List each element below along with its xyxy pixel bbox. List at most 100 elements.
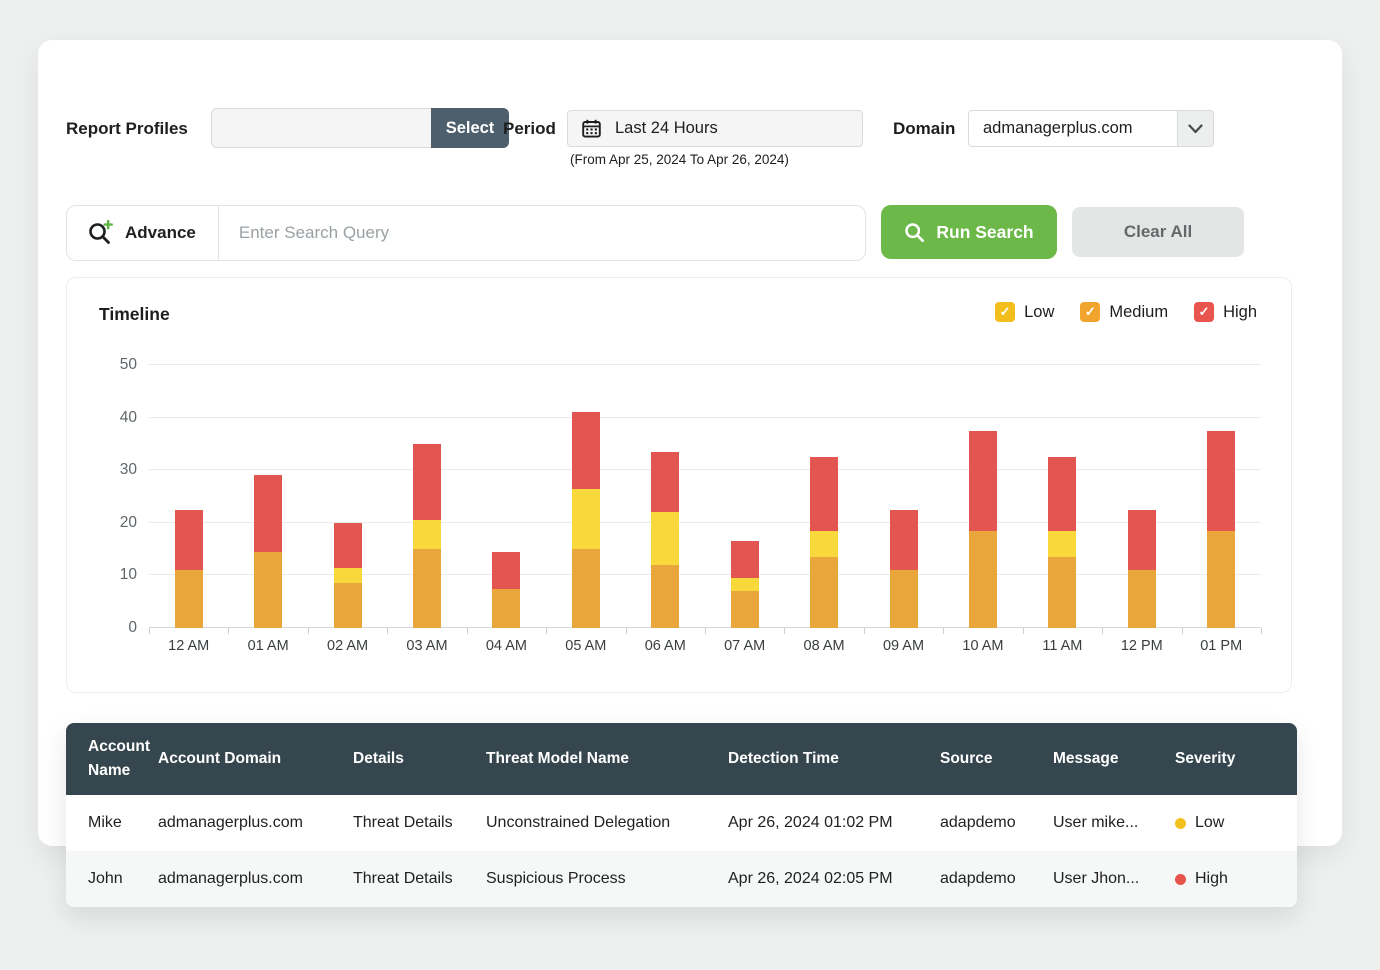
bar-segment-high[interactable] [810,457,838,531]
x-axis-label: 01 AM [228,638,307,654]
bar-segment-high[interactable] [1048,457,1076,531]
stacked-bar[interactable] [731,541,759,628]
stacked-bar[interactable] [651,452,679,628]
legend-label: High [1223,303,1257,322]
bar-segment-high[interactable] [731,541,759,578]
stacked-bar[interactable] [890,510,918,628]
column-header-severity: Severity [1175,737,1297,781]
bar-segment-high[interactable] [254,475,282,551]
domain-label: Domain [893,119,955,139]
domain-dropdown[interactable]: admanagerplus.com [968,110,1214,147]
x-axis-label: 05 AM [546,638,625,654]
bar-segment-medium[interactable] [1048,531,1076,557]
bar-segment-high[interactable] [413,444,441,520]
dashboard-page: Report Profiles Select Period Last 24 Ho… [0,0,1380,970]
bar-segment-low[interactable] [969,531,997,628]
search-query-input[interactable] [219,206,865,260]
timeline-title: Timeline [99,304,170,325]
run-search-label: Run Search [936,222,1033,243]
x-axis-label: 02 AM [308,638,387,654]
bar-segment-medium[interactable] [810,531,838,557]
column-header-detection-time: Detection Time [728,737,940,781]
run-search-button[interactable]: Run Search [881,205,1057,259]
bar-segment-high[interactable] [1128,510,1156,570]
bar-segment-low[interactable] [572,549,600,628]
bar-segment-low[interactable] [731,591,759,628]
report-profiles-label: Report Profiles [66,119,188,139]
period-field[interactable]: Last 24 Hours [567,110,863,147]
stacked-bar[interactable] [1048,457,1076,628]
bar-segment-low[interactable] [1128,570,1156,628]
checkbox-checked-icon[interactable]: ✓ [995,302,1015,322]
bar-segment-medium[interactable] [651,512,679,565]
bar-segment-low[interactable] [1048,557,1076,628]
cell-account-name: John [66,862,158,896]
bar-segment-low[interactable] [413,549,441,628]
bar-segment-low[interactable] [492,589,520,628]
table-row[interactable]: Johnadmanagerplus.comThreat DetailsSuspi… [66,851,1297,907]
bar-segment-medium[interactable] [334,568,362,584]
bar-segment-low[interactable] [254,552,282,628]
cell-threat-model: Unconstrained Delegation [486,806,728,840]
y-axis-tick-label: 20 [101,514,137,532]
bar-column-02-am [308,365,387,628]
bar-column-01-am [228,365,307,628]
checkbox-checked-icon[interactable]: ✓ [1080,302,1100,322]
domain-value[interactable]: admanagerplus.com [968,110,1178,147]
stacked-bar[interactable] [1207,431,1235,628]
y-axis-tick-label: 50 [101,356,137,374]
domain-caret-button[interactable] [1178,110,1214,147]
bar-segment-high[interactable] [1207,431,1235,531]
bar-segment-low[interactable] [1207,531,1235,628]
legend-item-low[interactable]: ✓Low [995,302,1054,322]
column-header-source: Source [940,737,1053,781]
search-bar: Advance [66,205,866,261]
bar-segment-high[interactable] [969,431,997,531]
column-header-threat-model-name: Threat Model Name [486,737,728,781]
report-profiles-field[interactable]: Select [211,108,509,148]
stacked-bar[interactable] [492,552,520,628]
period-value: Last 24 Hours [615,119,718,138]
table-row[interactable]: Mikeadmanagerplus.comThreat DetailsUncon… [66,795,1297,851]
stacked-bar[interactable] [175,510,203,628]
bar-segment-medium[interactable] [413,520,441,549]
bar-segment-high[interactable] [651,452,679,512]
chart-x-axis: 12 AM01 AM02 AM03 AM04 AM05 AM06 AM07 AM… [149,638,1261,654]
bar-segment-low[interactable] [334,583,362,628]
stacked-bar[interactable] [254,475,282,628]
bar-segment-high[interactable] [572,412,600,488]
bar-segment-low[interactable] [175,570,203,628]
bar-segment-medium[interactable] [731,578,759,591]
timeline-panel: Timeline ✓Low✓Medium✓High 01020304050 12… [66,277,1292,693]
bar-segment-low[interactable] [890,570,918,628]
bar-segment-medium[interactable] [572,489,600,549]
x-axis-label: 09 AM [864,638,943,654]
report-profiles-input[interactable] [212,109,431,147]
cell-details[interactable]: Threat Details [353,806,486,840]
legend-item-medium[interactable]: ✓Medium [1080,302,1168,322]
stacked-bar[interactable] [1128,510,1156,628]
bar-segment-low[interactable] [810,557,838,628]
cell-details[interactable]: Threat Details [353,862,486,896]
stacked-bar[interactable] [969,431,997,628]
advance-label: Advance [125,223,196,243]
bar-column-11-am [1023,365,1102,628]
bar-segment-high[interactable] [175,510,203,570]
stacked-bar[interactable] [334,523,362,628]
stacked-bar[interactable] [572,412,600,628]
select-button[interactable]: Select [431,108,509,148]
stacked-bar[interactable] [413,444,441,628]
severity-label: Low [1195,814,1224,832]
bar-segment-high[interactable] [890,510,918,570]
bar-segment-low[interactable] [651,565,679,628]
bar-segment-high[interactable] [492,552,520,589]
bar-column-12-am [149,365,228,628]
checkbox-checked-icon[interactable]: ✓ [1194,302,1214,322]
legend-item-high[interactable]: ✓ High [1194,302,1257,322]
advance-search-button[interactable]: Advance [67,206,218,260]
stacked-bar[interactable] [810,457,838,628]
bar-segment-high[interactable] [334,523,362,568]
cell-severity: Low [1175,806,1297,840]
clear-all-button[interactable]: Clear All [1072,207,1244,257]
x-axis-tick [943,628,944,634]
